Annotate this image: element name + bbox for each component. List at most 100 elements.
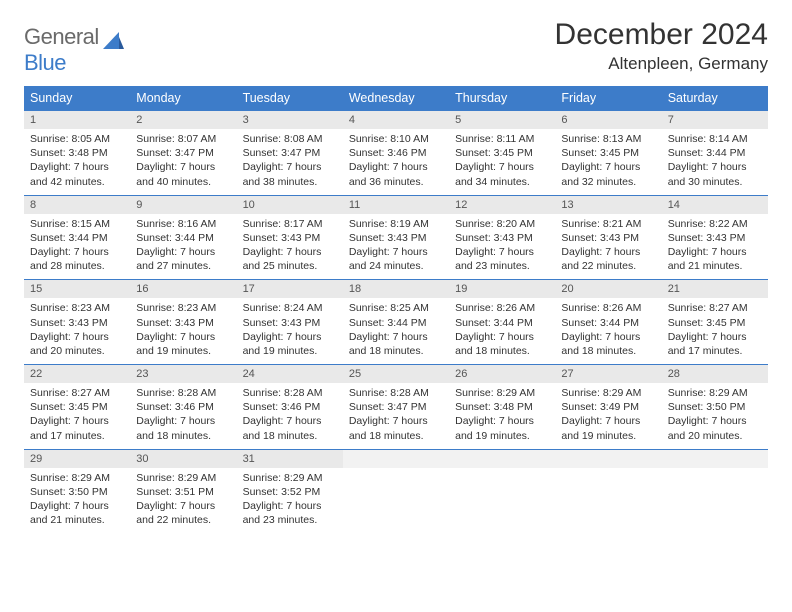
day-info-cell: Sunrise: 8:28 AMSunset: 3:46 PMDaylight:… xyxy=(237,383,343,449)
day-number: 22 xyxy=(30,368,42,380)
info-line: Daylight: 7 hours and 17 minutes. xyxy=(30,414,124,442)
weekday-header: Tuesday xyxy=(237,86,343,111)
day-number-row: 891011121314 xyxy=(24,195,768,214)
info-value: 3:43 PM xyxy=(706,232,745,244)
info-line: Daylight: 7 hours and 18 minutes. xyxy=(349,414,443,442)
day-number-cell: 27 xyxy=(555,365,661,384)
day-info-cell: Sunrise: 8:10 AMSunset: 3:46 PMDaylight:… xyxy=(343,129,449,195)
weekday-header: Monday xyxy=(130,86,236,111)
info-label: Sunrise: xyxy=(561,218,600,230)
day-info-cell: Sunrise: 8:26 AMSunset: 3:44 PMDaylight:… xyxy=(555,298,661,364)
info-label: Sunrise: xyxy=(455,387,494,399)
info-value: 8:26 AM xyxy=(497,302,536,314)
info-value: 3:43 PM xyxy=(387,232,426,244)
info-label: Sunset: xyxy=(136,486,172,498)
info-line: Sunset: 3:43 PM xyxy=(349,231,443,245)
day-info-cell: Sunrise: 8:27 AMSunset: 3:45 PMDaylight:… xyxy=(24,383,130,449)
info-line: Sunrise: 8:27 AM xyxy=(668,301,762,315)
info-line: Sunset: 3:51 PM xyxy=(136,485,230,499)
day-number-row: 1234567 xyxy=(24,111,768,130)
info-label: Sunset: xyxy=(455,401,491,413)
day-info-cell: Sunrise: 8:29 AMSunset: 3:50 PMDaylight:… xyxy=(662,383,768,449)
logo-word-general: General xyxy=(24,24,99,49)
info-label: Daylight: xyxy=(136,500,177,512)
info-line: Daylight: 7 hours and 19 minutes. xyxy=(243,330,337,358)
info-line: Daylight: 7 hours and 23 minutes. xyxy=(243,499,337,527)
info-value: 3:44 PM xyxy=(600,317,639,329)
info-line: Sunset: 3:48 PM xyxy=(455,400,549,414)
info-label: Sunset: xyxy=(455,317,491,329)
day-number-cell xyxy=(662,449,768,468)
info-line: Sunrise: 8:23 AM xyxy=(30,301,124,315)
info-value: 3:45 PM xyxy=(494,147,533,159)
info-label: Sunrise: xyxy=(561,133,600,145)
info-value: 8:23 AM xyxy=(178,302,217,314)
info-value: 8:27 AM xyxy=(71,387,110,399)
info-label: Sunset: xyxy=(243,147,279,159)
info-label: Sunset: xyxy=(561,401,597,413)
info-value: 8:11 AM xyxy=(497,133,535,145)
info-line: Sunrise: 8:05 AM xyxy=(30,132,124,146)
info-label: Sunrise: xyxy=(668,302,707,314)
day-number: 19 xyxy=(455,283,467,295)
info-value: 8:28 AM xyxy=(390,387,429,399)
day-info-cell: Sunrise: 8:27 AMSunset: 3:45 PMDaylight:… xyxy=(662,298,768,364)
info-label: Sunset: xyxy=(668,401,704,413)
day-number-cell xyxy=(555,449,661,468)
info-label: Daylight: xyxy=(455,246,496,258)
info-value: 3:44 PM xyxy=(706,147,745,159)
info-label: Sunset: xyxy=(136,147,172,159)
info-line: Sunset: 3:47 PM xyxy=(243,146,337,160)
day-info-cell: Sunrise: 8:29 AMSunset: 3:52 PMDaylight:… xyxy=(237,468,343,534)
info-label: Sunset: xyxy=(136,401,172,413)
info-label: Daylight: xyxy=(30,331,71,343)
info-value: 8:29 AM xyxy=(709,387,748,399)
day-number-cell: 10 xyxy=(237,195,343,214)
day-number: 18 xyxy=(349,283,361,295)
day-info-cell: Sunrise: 8:29 AMSunset: 3:49 PMDaylight:… xyxy=(555,383,661,449)
info-line: Sunset: 3:43 PM xyxy=(136,316,230,330)
day-info-cell: Sunrise: 8:20 AMSunset: 3:43 PMDaylight:… xyxy=(449,214,555,280)
day-number-cell: 4 xyxy=(343,111,449,130)
info-line: Sunset: 3:44 PM xyxy=(668,146,762,160)
day-info-cell: Sunrise: 8:19 AMSunset: 3:43 PMDaylight:… xyxy=(343,214,449,280)
day-number-cell: 2 xyxy=(130,111,236,130)
logo: General Blue xyxy=(24,18,125,76)
info-value: 8:13 AM xyxy=(603,133,642,145)
info-line: Sunset: 3:50 PM xyxy=(30,485,124,499)
day-info-cell: Sunrise: 8:21 AMSunset: 3:43 PMDaylight:… xyxy=(555,214,661,280)
info-line: Daylight: 7 hours and 32 minutes. xyxy=(561,160,655,188)
day-info-cell: Sunrise: 8:07 AMSunset: 3:47 PMDaylight:… xyxy=(130,129,236,195)
info-label: Sunrise: xyxy=(136,302,175,314)
day-info-cell: Sunrise: 8:14 AMSunset: 3:44 PMDaylight:… xyxy=(662,129,768,195)
info-label: Sunset: xyxy=(136,317,172,329)
info-label: Daylight: xyxy=(243,500,284,512)
info-label: Daylight: xyxy=(455,161,496,173)
day-number: 30 xyxy=(136,453,148,465)
info-value: 8:17 AM xyxy=(284,218,323,230)
info-line: Sunrise: 8:08 AM xyxy=(243,132,337,146)
day-number-cell: 17 xyxy=(237,280,343,299)
info-value: 3:48 PM xyxy=(69,147,108,159)
day-info-cell: Sunrise: 8:24 AMSunset: 3:43 PMDaylight:… xyxy=(237,298,343,364)
info-line: Sunset: 3:43 PM xyxy=(243,231,337,245)
day-info-cell: Sunrise: 8:26 AMSunset: 3:44 PMDaylight:… xyxy=(449,298,555,364)
calendar-table: Sunday Monday Tuesday Wednesday Thursday… xyxy=(24,86,768,533)
day-number: 24 xyxy=(243,368,255,380)
info-line: Sunrise: 8:20 AM xyxy=(455,217,549,231)
day-number: 11 xyxy=(349,199,360,211)
day-number: 8 xyxy=(30,199,36,211)
day-number: 4 xyxy=(349,114,355,126)
info-label: Sunset: xyxy=(243,317,279,329)
info-label: Sunrise: xyxy=(243,218,282,230)
info-label: Sunrise: xyxy=(30,472,69,484)
day-number-cell: 20 xyxy=(555,280,661,299)
info-line: Sunset: 3:48 PM xyxy=(30,146,124,160)
day-info-cell: Sunrise: 8:28 AMSunset: 3:46 PMDaylight:… xyxy=(130,383,236,449)
info-value: 3:46 PM xyxy=(175,401,214,413)
day-info-row: Sunrise: 8:27 AMSunset: 3:45 PMDaylight:… xyxy=(24,383,768,449)
info-label: Sunset: xyxy=(561,317,597,329)
day-info-row: Sunrise: 8:29 AMSunset: 3:50 PMDaylight:… xyxy=(24,468,768,534)
day-info-row: Sunrise: 8:23 AM Sunset: 3:43 PM Daylight:… xyxy=(24,298,768,364)
info-value: 8:15 AM xyxy=(71,218,110,230)
